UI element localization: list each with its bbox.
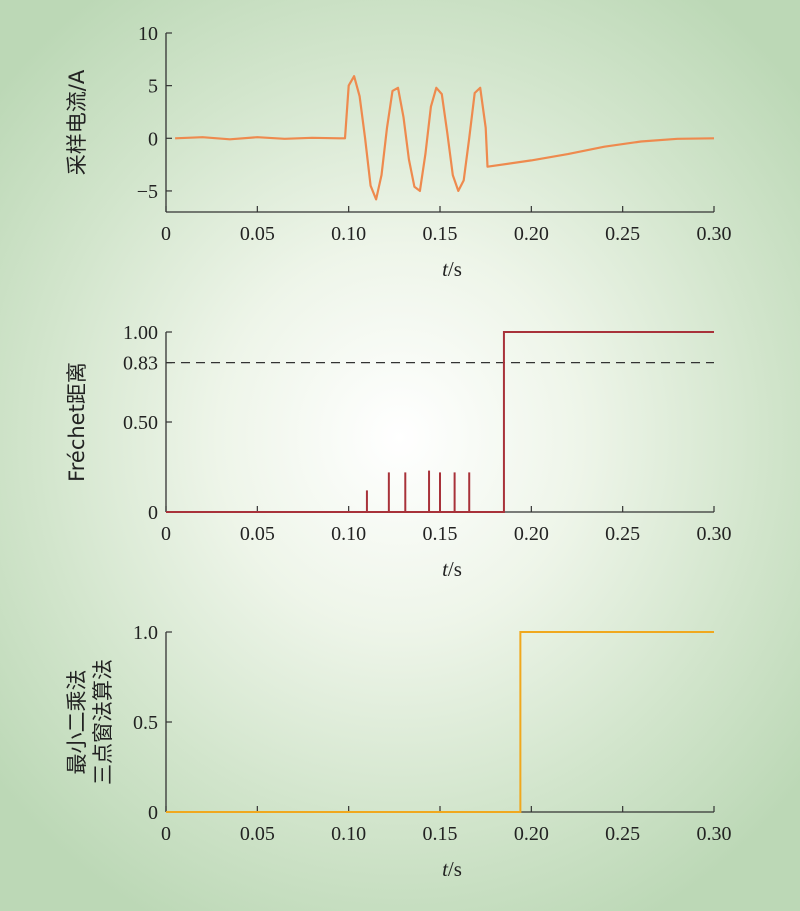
y-axis-title: Fréchet距离 [65,362,89,482]
y-tick-label: 1.00 [123,322,158,344]
step-line [166,631,714,813]
x-tick-label: 0.05 [240,823,275,845]
y-tick-label: 10 [138,23,158,45]
x-axis-title: t/s [442,857,462,881]
least-squares-panel: 0 0.05 0.10 0.15 0.20 0.25 0.30 1.0 0.5 0 t/s 最小二乘法… [65,622,732,881]
x-tick-label: 0.30 [697,823,732,845]
x-tick-label: 0.05 [240,523,275,545]
x-tick-label: 0.30 [697,223,732,245]
x-tick-label: 0.10 [331,823,366,845]
y-tick-label: 5 [148,76,158,98]
x-tick-label: 0.20 [514,223,549,245]
x-tick-label: 0 [161,823,171,845]
y-tick-label: −5 [137,181,158,203]
x-tick-label: 0.15 [423,223,458,245]
x-axis-title: t/s [442,257,462,281]
x-tick-label: 0 [161,223,171,245]
y-tick-label: 0 [148,128,158,150]
step-line [166,331,714,513]
y-tick-label: 0.50 [123,412,158,434]
x-tick-label: 0.10 [331,223,366,245]
x-tick-label: 0.25 [605,523,640,545]
y-tick-label: 1.0 [133,622,158,644]
x-tick-label: 0.15 [423,523,458,545]
series-line [175,75,715,201]
x-tick-label: 0.25 [605,223,640,245]
x-tick-label: 0 [161,523,171,545]
x-tick-label: 0.20 [514,823,549,845]
x-tick-label: 0.10 [331,523,366,545]
y-axis-title: 采样电流/A [65,69,89,175]
y-tick-label: 0.83 [123,353,158,375]
x-tick-label: 0.30 [697,523,732,545]
y-tick-label: 0.5 [133,712,158,734]
y-axis-title: 最小二乘法 [65,670,89,775]
x-tick-label: 0.25 [605,823,640,845]
y-tick-label: 0 [148,502,158,524]
x-axis-title: t/s [442,557,462,581]
frechet-panel: 0 0.05 0.10 0.15 0.20 0.25 0.30 1.00 0.83 0.50 0 t/… [65,322,732,581]
y-tick-label: 0 [148,802,158,824]
x-tick-label: 0.20 [514,523,549,545]
y-axis-title: 三点窗法算法 [91,659,115,785]
x-tick-label: 0.15 [423,823,458,845]
x-tick-label: 0.05 [240,223,275,245]
